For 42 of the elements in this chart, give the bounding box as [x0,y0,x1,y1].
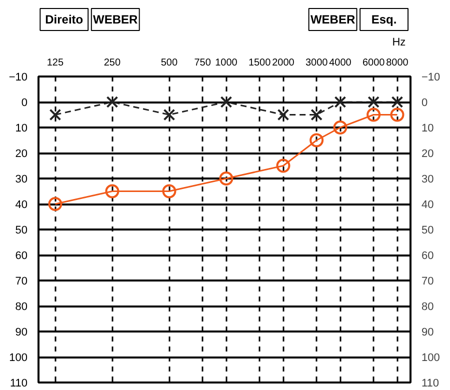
y2-tick-label: 0 [422,97,428,109]
text: Esq. [371,12,397,26]
x-tick-label: 2000 [272,58,295,68]
x-tick-label: 500 [160,58,178,68]
y2-tick-label: 20 [422,148,434,160]
x-tick-label: 1000 [215,58,238,68]
y-tick-label: 80 [15,301,28,313]
y2-tick-label: 60 [422,250,434,262]
y2-tick-label: 90 [422,326,434,338]
y-tick-label: 100 [9,352,28,364]
y-tick-label: 50 [15,224,28,236]
y2-tick-label: 80 [422,301,434,313]
y-tick-label: 20 [15,148,28,160]
y2-tick-label: 70 [422,276,434,288]
y-tick-label: 110 [10,378,28,390]
y2-tick-label: −10 [422,72,440,84]
text: Direito [45,12,84,26]
x-tick-label: 1500 [248,58,272,68]
y-tick-label: −10 [8,72,28,84]
text: WEBER [310,12,356,26]
y-tick-label: 10 [15,122,28,134]
x-tick-label: 750 [194,58,212,68]
y2-tick-label: 40 [422,199,434,211]
text: WEBER [93,12,138,26]
x-tick-label: 125 [46,58,64,68]
x-tick-label: 4000 [329,58,352,68]
y2-tick-label: 110 [422,378,440,390]
x-axis-title: Hz [392,36,406,48]
y2-tick-label: 100 [422,352,440,364]
y-tick-label: 90 [15,326,28,338]
y2-tick-label: 30 [422,174,434,186]
y-tick-label: 30 [15,174,28,186]
x-tick-label: 250 [104,58,122,68]
x-tick-label: 8000 [386,58,409,68]
y-tick-label: 70 [15,276,28,288]
y-tick-label: 60 [15,250,28,262]
x-tick-label: 3000 [305,58,328,68]
x-tick-label: 6000 [362,58,386,68]
y-tick-label: 40 [15,199,28,211]
y-tick-label: 0 [21,97,28,109]
y2-tick-label: 50 [422,224,434,236]
y2-tick-label: 10 [422,122,434,134]
